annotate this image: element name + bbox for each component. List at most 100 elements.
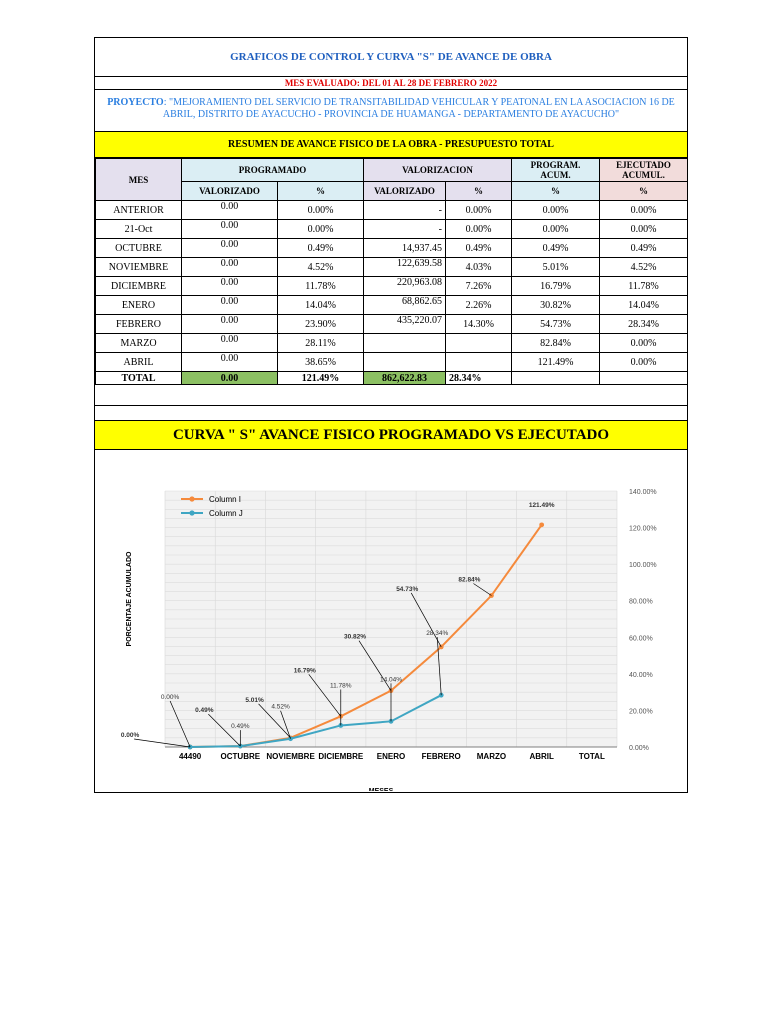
sub-acum-pct: % <box>511 181 601 201</box>
table-row: ENERO 0.00 14.04% 68,862.65 2.26% 30.82%… <box>95 295 689 315</box>
legend-label: Column I <box>209 495 241 504</box>
chart-svg: 0.00% 20.00% 40.00% 60.00% 80.00% 100.00% 120.… <box>121 489 657 795</box>
x-tick-label: 44490 <box>179 752 202 761</box>
legend-label: Column J <box>209 509 243 518</box>
cell-mes: ABRIL <box>95 352 182 372</box>
report-title: GRAFICOS DE CONTROL Y CURVA "S" DE AVANC… <box>95 38 687 77</box>
cell-mes: NOVIEMBRE <box>95 257 182 277</box>
cell-val-pct: 0.00% <box>444 200 513 220</box>
cell-acum: 82.84% <box>511 333 601 353</box>
data-label: 121.49% <box>529 502 555 509</box>
cell-prog-val: 0.00 <box>181 276 278 296</box>
total-val-pct: 28.34% <box>444 371 513 385</box>
cell-prog-pct: 38.65% <box>277 352 364 372</box>
y-tick-label: 120.00% <box>629 526 657 533</box>
cell-prog-pct: 23.90% <box>277 314 364 334</box>
cell-ejec: 14.04% <box>599 295 689 315</box>
y-tick-label: 0.00% <box>629 745 649 752</box>
table-row: 21-Oct 0.00 0.00% - 0.00% 0.00% 0.00% <box>95 219 689 239</box>
data-label: 30.82% <box>344 634 366 641</box>
cell-prog-pct: 28.11% <box>277 333 364 353</box>
label-leader <box>358 640 392 691</box>
cell-val-pct: 4.03% <box>444 257 513 277</box>
cell-prog-val: 0.00 <box>181 295 278 315</box>
table-row: OCTUBRE 0.00 0.49% 14,937.45 0.49% 0.49%… <box>95 238 689 258</box>
cell-prog-val: 0.00 <box>181 238 278 258</box>
cell-prog-pct: 14.04% <box>277 295 364 315</box>
total-acum-empty <box>511 371 601 385</box>
y-tick-label: 140.00% <box>629 489 657 496</box>
header-programado: PROGRAMADO <box>181 158 364 182</box>
cell-mes: DICIEMBRE <box>95 276 182 296</box>
header-prog-acum: PROGRAM. ACUM. <box>511 158 601 182</box>
cell-ejec: 0.49% <box>599 238 689 258</box>
sub-val-valorizado: VALORIZADO <box>363 181 446 201</box>
project-description: PROYECTO: "MEJORAMIENTO DEL SERVICIO DE … <box>95 90 687 132</box>
table-row: MARZO 0.00 28.11% 82.84% 0.00% <box>95 333 689 353</box>
cell-prog-pct: 0.00% <box>277 219 364 239</box>
x-tick-label: OCTUBRE <box>221 752 261 761</box>
data-label: 0.00% <box>161 694 180 701</box>
data-label: 4.52% <box>271 704 290 711</box>
sub-prog-valorizado: VALORIZADO <box>181 181 278 201</box>
cell-acum: 5.01% <box>511 257 601 277</box>
cell-val-val: 220,963.08 <box>363 276 446 296</box>
cell-ejec: 0.00% <box>599 333 689 353</box>
data-label: 54.73% <box>396 586 418 593</box>
series-line-j <box>190 694 442 748</box>
label-leader <box>258 703 291 739</box>
cell-mes: OCTUBRE <box>95 238 182 258</box>
table-row: NOVIEMBRE 0.00 4.52% 122,639.58 4.03% 5.… <box>95 257 689 277</box>
cell-acum: 30.82% <box>511 295 601 315</box>
sub-ejec-pct: % <box>599 181 689 201</box>
cell-mes: MARZO <box>95 333 182 353</box>
cell-prog-pct: 11.78% <box>277 276 364 296</box>
cell-mes: 21-Oct <box>95 219 182 239</box>
y-tick-label: 20.00% <box>629 708 653 715</box>
table-header-row: MES PROGRAMADO VALORIZACION PROGRAM. ACU… <box>95 158 689 201</box>
y-tick-label: 60.00% <box>629 635 653 642</box>
cell-val-val: - <box>363 219 446 239</box>
data-label: 16.79% <box>294 667 316 674</box>
summary-title: RESUMEN DE AVANCE FISICO DE LA OBRA - PR… <box>95 132 687 158</box>
curve-title: CURVA " S" AVANCE FISICO PROGRAMADO VS E… <box>95 421 687 450</box>
header-ejec-acum: EJECUTADO ACUMUL. <box>599 158 689 182</box>
cell-val-val: 14,937.45 <box>363 238 446 258</box>
table-row: DICIEMBRE 0.00 11.78% 220,963.08 7.26% 1… <box>95 276 689 296</box>
table-row: ANTERIOR 0.00 0.00% - 0.00% 0.00% 0.00% <box>95 200 689 220</box>
cell-prog-pct: 4.52% <box>277 257 364 277</box>
cell-val-val: 122,639.58 <box>363 257 446 277</box>
header-mes: MES <box>95 158 182 201</box>
cell-acum: 16.79% <box>511 276 601 296</box>
total-label: TOTAL <box>95 371 182 385</box>
sub-val-pct: % <box>444 181 513 201</box>
spacer-row <box>95 405 687 421</box>
cell-val-pct: 7.26% <box>444 276 513 296</box>
cell-ejec: 0.00% <box>599 352 689 372</box>
cell-prog-val: 0.00 <box>181 352 278 372</box>
data-label: 0.00% <box>121 732 140 739</box>
data-label: 11.78% <box>330 682 352 689</box>
data-point <box>338 723 344 728</box>
legend-marker <box>189 496 195 502</box>
cell-val-pct <box>444 333 513 353</box>
cell-acum: 121.49% <box>511 352 601 372</box>
total-prog-pct: 121.49% <box>277 371 364 385</box>
cell-val-pct <box>444 352 513 372</box>
cell-acum: 0.49% <box>511 238 601 258</box>
cell-ejec: 0.00% <box>599 219 689 239</box>
cell-val-pct: 2.26% <box>444 295 513 315</box>
x-tick-label: DICIEMBRE <box>318 752 364 761</box>
cell-val-pct: 0.00% <box>444 219 513 239</box>
report-frame: GRAFICOS DE CONTROL Y CURVA "S" DE AVANC… <box>94 37 689 795</box>
project-label: PROYECTO <box>107 97 164 108</box>
data-point <box>438 692 444 698</box>
total-val-val: 862,622.83 <box>363 371 446 385</box>
cell-val-val: - <box>363 200 446 220</box>
project-text: : "MEJORAMIENTO DEL SERVICIO DE TRANSITA… <box>162 97 675 120</box>
table-row: FEBRERO 0.00 23.90% 435,220.07 14.30% 54… <box>95 314 689 334</box>
cell-val-val: 68,862.65 <box>363 295 446 315</box>
label-leader <box>280 710 291 739</box>
label-leader <box>169 700 191 748</box>
cell-ejec: 0.00% <box>599 200 689 220</box>
